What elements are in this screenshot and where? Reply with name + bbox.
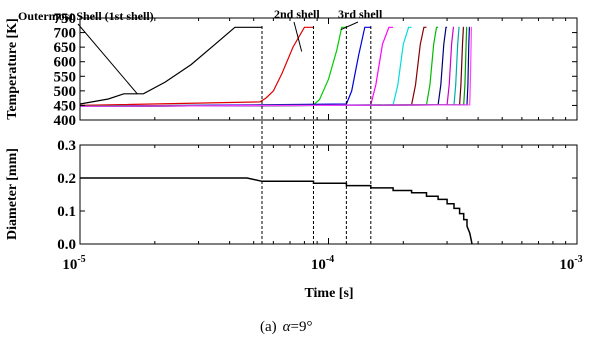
annotation-label-2: 2nd shell [274, 7, 320, 21]
diameter-panel: 0.00.10.20.3 10-5 10-4 10-3 Diameter [mm] … [5, 18, 583, 301]
temperature-y-tick-label: 500 [54, 84, 77, 100]
temperature-y-tick-label: 650 [54, 40, 77, 56]
temperature-series-4 [79, 26, 371, 107]
temperature-series-10 [79, 26, 454, 107]
temperature-axis-label: Temperature [K] [5, 18, 20, 119]
temperature-y-tick-label: 750 [54, 11, 77, 27]
temperature-panel: Outermost Shell (1st shell) 2nd shell 3rd … [5, 7, 578, 129]
temperature-series-2 [79, 26, 314, 106]
temperature-series-12 [79, 26, 464, 107]
x-tick-exponent: -5 [77, 254, 85, 265]
x-tick-label: 10-4 [311, 254, 334, 273]
annotation-arrow-1 [77, 23, 138, 95]
diameter-plot-frame [79, 144, 578, 245]
annotation-arrow-2 [293, 21, 303, 52]
temperature-series-15 [79, 26, 472, 107]
annotation-label-1: Outermost Shell (1st shell) [18, 9, 154, 23]
caption-value: =9° [291, 319, 313, 335]
temperature-series-9 [79, 26, 448, 107]
time-x-ticks: 10-5 10-4 10-3 [62, 18, 583, 273]
temperature-series-group [79, 26, 472, 107]
temperature-y-tick-label: 400 [54, 113, 77, 129]
diameter-y-tick-label: 0.0 [57, 237, 76, 253]
temperature-series-7 [79, 26, 427, 107]
temperature-series-3 [79, 26, 347, 107]
x-tick-label: 10-5 [62, 254, 85, 273]
annotation-label-3: 3rd shell [338, 7, 383, 21]
temperature-series-13 [79, 26, 468, 107]
diameter-y-tick-label: 0.3 [57, 138, 76, 154]
x-tick-exponent: -4 [326, 254, 334, 265]
diameter-series-group [80, 177, 473, 245]
annotation-arrow-3 [340, 21, 359, 31]
caption-symbol: α [283, 319, 292, 335]
x-tick-label: 10-3 [559, 254, 582, 273]
temperature-series-1 [79, 26, 262, 105]
temperature-y-tick-label: 600 [54, 55, 77, 71]
diameter-series-1 [80, 177, 473, 245]
diameter-axis-label: Diameter [mm] [5, 148, 20, 240]
temperature-y-tick-label: 450 [54, 98, 77, 114]
diameter-y-tick-label: 0.1 [57, 204, 76, 220]
figure-caption: (a) α=9° [260, 319, 313, 335]
diameter-y-tick-label: 0.2 [57, 171, 76, 187]
time-axis-label: Time [s] [304, 286, 353, 301]
temperature-series-14 [79, 26, 470, 107]
diameter-y-ticks: 0.0 0.1 0.2 0.3 [57, 138, 577, 253]
caption-prefix: (a) [260, 319, 277, 335]
temperature-y-tick-label: 700 [54, 26, 77, 42]
temperature-y-tick-label: 550 [54, 69, 77, 85]
x-tick-exponent: -3 [574, 254, 582, 265]
shell-boundary-markers [261, 26, 372, 244]
